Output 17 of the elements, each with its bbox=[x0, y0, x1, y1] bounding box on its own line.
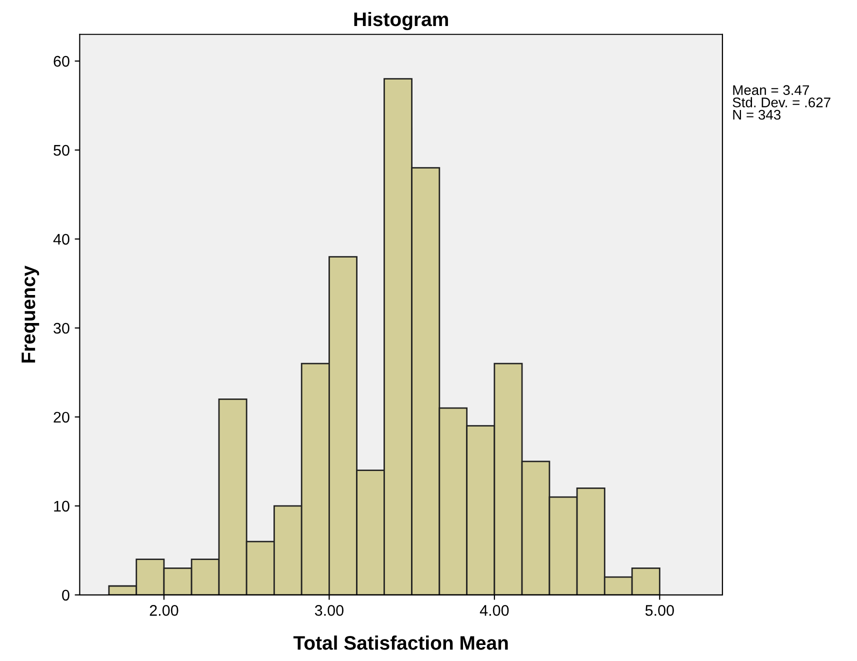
y-tick-label: 40 bbox=[53, 234, 70, 245]
y-tick-label: 30 bbox=[54, 322, 70, 334]
y-tick-label: 60 bbox=[54, 56, 70, 67]
y-tick-label: 10 bbox=[54, 500, 70, 512]
y-tick-label: 0 bbox=[62, 590, 70, 601]
chart-title: Histogram bbox=[354, 12, 448, 30]
x-tick-label: 2.00 bbox=[150, 605, 178, 616]
x-tick-label: 4.00 bbox=[480, 605, 509, 616]
text: N = 343 bbox=[733, 110, 781, 120]
x-axis-title: Total Satisfaction Mean bbox=[293, 636, 508, 650]
x-tick-label: 5.00 bbox=[645, 605, 674, 616]
text: Mean = 3.47 bbox=[733, 85, 809, 96]
y-tick-label: 50 bbox=[54, 144, 70, 156]
x-tick-label: 3.00 bbox=[314, 605, 344, 616]
y-tick-label: 20 bbox=[54, 412, 70, 423]
text: Std. Dev. = .627 bbox=[732, 97, 830, 108]
y-axis-title: Frequency bbox=[22, 266, 40, 362]
